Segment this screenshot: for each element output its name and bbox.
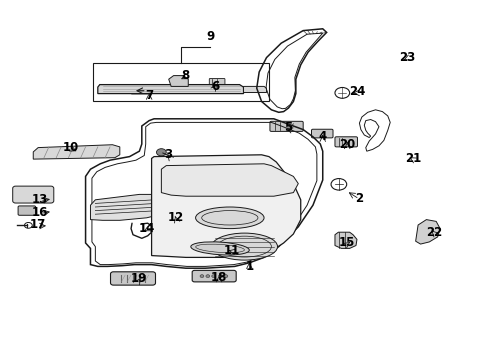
Text: 23: 23: [398, 51, 414, 64]
Text: 21: 21: [404, 152, 421, 165]
Text: 6: 6: [211, 80, 219, 93]
Polygon shape: [161, 164, 298, 196]
Text: 1: 1: [245, 260, 253, 273]
Text: 24: 24: [348, 85, 365, 98]
Text: 9: 9: [206, 30, 214, 42]
Text: 11: 11: [224, 244, 240, 257]
Text: 12: 12: [167, 211, 184, 224]
Text: 20: 20: [338, 138, 355, 150]
FancyBboxPatch shape: [170, 208, 186, 220]
FancyBboxPatch shape: [334, 137, 357, 147]
FancyBboxPatch shape: [13, 186, 54, 203]
FancyBboxPatch shape: [18, 206, 36, 215]
Text: 16: 16: [32, 206, 48, 219]
Polygon shape: [168, 76, 188, 86]
Text: 7: 7: [145, 89, 153, 102]
Circle shape: [224, 275, 227, 278]
Bar: [93, 63, 268, 101]
FancyBboxPatch shape: [110, 272, 155, 285]
Polygon shape: [98, 85, 243, 94]
Text: 15: 15: [338, 237, 355, 249]
Text: 3: 3: [164, 148, 172, 161]
FancyBboxPatch shape: [131, 87, 148, 94]
Circle shape: [219, 275, 223, 278]
Text: 8: 8: [182, 69, 189, 82]
Text: 5: 5: [284, 121, 292, 134]
Text: 10: 10: [62, 141, 79, 154]
Polygon shape: [90, 194, 166, 220]
Polygon shape: [33, 145, 120, 159]
Text: 22: 22: [425, 226, 442, 239]
Circle shape: [200, 275, 203, 278]
FancyBboxPatch shape: [192, 270, 236, 282]
FancyBboxPatch shape: [311, 129, 332, 138]
Text: 17: 17: [30, 219, 46, 231]
Text: 18: 18: [210, 271, 227, 284]
Text: 14: 14: [138, 222, 155, 235]
Text: 2: 2: [355, 192, 363, 204]
Polygon shape: [243, 86, 266, 93]
FancyBboxPatch shape: [209, 78, 224, 88]
Circle shape: [211, 275, 215, 278]
Circle shape: [205, 275, 209, 278]
Polygon shape: [415, 220, 439, 244]
Polygon shape: [151, 155, 300, 257]
Polygon shape: [334, 232, 356, 248]
Ellipse shape: [195, 207, 264, 229]
Ellipse shape: [211, 233, 277, 260]
Text: 13: 13: [32, 193, 48, 206]
Ellipse shape: [190, 242, 249, 255]
Circle shape: [156, 149, 166, 156]
Text: 19: 19: [131, 273, 147, 285]
Text: 4: 4: [318, 130, 326, 143]
FancyBboxPatch shape: [269, 121, 303, 131]
